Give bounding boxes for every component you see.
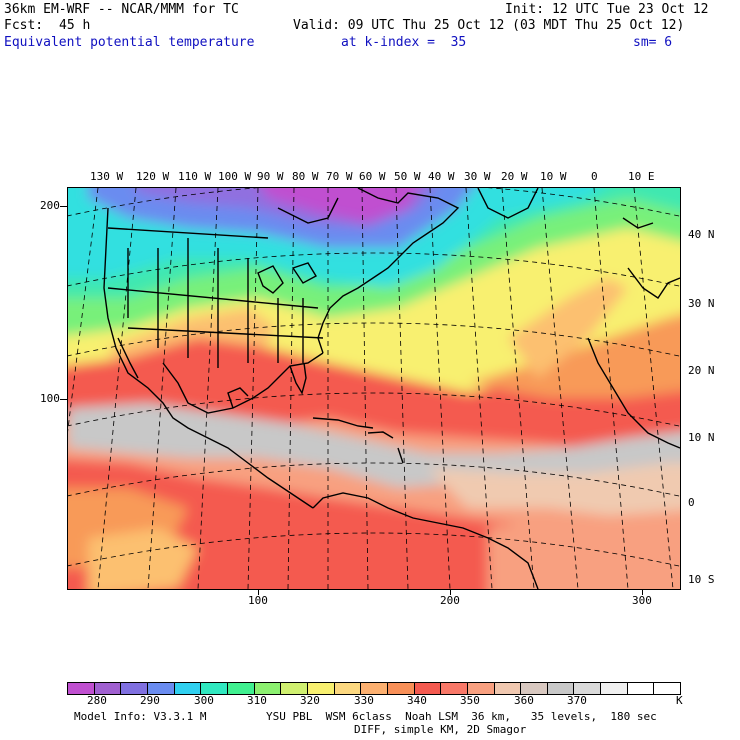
forecast-label: Fcst: <box>4 18 44 33</box>
colorbar-swatch <box>627 683 655 694</box>
lon-label: 20 W <box>501 170 528 183</box>
colorbar-swatch <box>654 683 681 694</box>
colorbar-label: 310 <box>247 694 267 707</box>
colorbar-label: 350 <box>460 694 480 707</box>
colorbar-swatch <box>521 683 548 694</box>
lon-label: 100 W <box>218 170 252 183</box>
colorbar-swatch <box>68 683 95 694</box>
colorbar-swatch <box>201 683 228 694</box>
lat-label: 0 <box>688 496 695 509</box>
y-tick <box>60 399 67 400</box>
diffusion-info: DIFF, simple KM, 2D Smagor <box>354 723 527 736</box>
colorbar-swatch <box>227 683 255 694</box>
field-name: Equivalent potential temperature <box>4 35 255 50</box>
colorbar-swatch <box>494 683 522 694</box>
lon-label: 10 W <box>540 170 567 183</box>
colorbar-label: 330 <box>354 694 374 707</box>
physics-info: YSU PBL WSM 6class Noah LSM 36 km, 35 le… <box>266 710 657 723</box>
colorbar-swatch <box>441 683 468 694</box>
colorbar-unit: K <box>676 694 683 707</box>
colorbar-label: 340 <box>407 694 427 707</box>
colorbar-label: 290 <box>140 694 160 707</box>
colorbar-swatch <box>414 683 442 694</box>
lon-label: 30 W <box>464 170 491 183</box>
lon-label: 120 W <box>136 170 170 183</box>
colorbar-swatch <box>254 683 282 694</box>
colorbar-label: 300 <box>194 694 214 707</box>
color-field <box>68 188 680 589</box>
colorbar-label: 370 <box>567 694 587 707</box>
colorbar-swatch <box>467 683 495 694</box>
model-info: Model Info: V3.3.1 M <box>74 710 207 723</box>
colorbar-swatch <box>601 683 628 694</box>
colorbar-swatch <box>307 683 335 694</box>
colorbar-swatch <box>334 683 362 694</box>
x-tick <box>450 589 451 595</box>
y-tick <box>60 206 67 207</box>
coastlines <box>103 188 680 589</box>
lon-label: 50 W <box>394 170 421 183</box>
colorbar-swatch <box>121 683 148 694</box>
colorbar-swatch <box>361 683 388 694</box>
lon-label: 110 W <box>178 170 212 183</box>
lat-label: 10 S <box>688 573 715 586</box>
colorbar-swatch <box>281 683 308 694</box>
init-time: Init: 12 UTC Tue 23 Oct 12 <box>505 2 709 17</box>
colorbar-swatch <box>387 683 415 694</box>
lon-label: 0 <box>591 170 598 183</box>
colorbar-swatch <box>547 683 575 694</box>
lat-label: 30 N <box>688 297 715 310</box>
colorbar-label: 280 <box>87 694 107 707</box>
valid-time: Valid: 09 UTC Thu 25 Oct 12 (03 MDT Thu … <box>293 18 685 33</box>
lon-label: 10 E <box>628 170 655 183</box>
lon-label: 80 W <box>292 170 319 183</box>
lat-label: 20 N <box>688 364 715 377</box>
lon-label: 130 W <box>90 170 124 183</box>
level-info: at k-index = 35 <box>341 35 467 50</box>
forecast-hour: 45 h <box>59 18 91 33</box>
colorbar-swatch <box>147 683 175 694</box>
map-panel <box>67 187 681 590</box>
colorbar-label: 360 <box>514 694 534 707</box>
x-tick <box>642 589 643 595</box>
lon-label: 40 W <box>428 170 455 183</box>
x-tick <box>258 589 259 595</box>
model-title: 36km EM-WRF -- NCAR/MMM for TC <box>4 2 239 17</box>
lat-label: 40 N <box>688 228 715 241</box>
grid-x-label: 200 <box>440 594 460 607</box>
graticule <box>68 188 680 589</box>
colorbar <box>67 682 681 695</box>
smoothing-info: sm= 6 <box>633 35 673 50</box>
grid-x-label: 300 <box>632 594 652 607</box>
lon-label: 60 W <box>359 170 386 183</box>
lat-label: 10 N <box>688 431 715 444</box>
colorbar-swatch <box>574 683 602 694</box>
grid-y-label: 100 <box>40 392 60 405</box>
lon-label: 70 W <box>326 170 353 183</box>
theta-e-field <box>68 188 680 589</box>
colorbar-swatch <box>94 683 122 694</box>
colorbar-label: 320 <box>300 694 320 707</box>
grid-x-label: 100 <box>248 594 268 607</box>
colorbar-swatch <box>174 683 202 694</box>
grid-y-label: 200 <box>40 199 60 212</box>
lon-label: 90 W <box>257 170 284 183</box>
